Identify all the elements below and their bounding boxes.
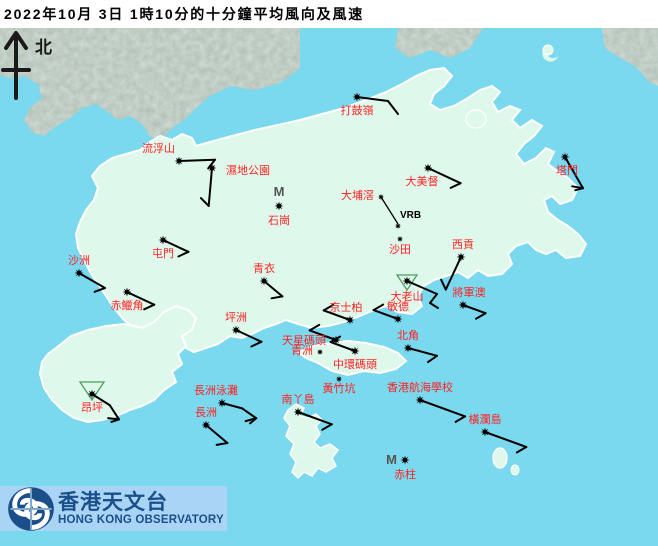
svg-text:屯門: 屯門 — [152, 247, 174, 260]
svg-text:中環碼頭: 中環碼頭 — [333, 358, 377, 371]
svg-text:大埔滘: 大埔滘 — [341, 188, 374, 202]
svg-text:VRB: VRB — [400, 210, 421, 221]
svg-text:塔門: 塔門 — [556, 164, 578, 177]
svg-text:將軍澳: 將軍澳 — [453, 285, 486, 299]
svg-text:北角: 北角 — [397, 329, 419, 342]
svg-text:流浮山: 流浮山 — [142, 141, 175, 155]
svg-text:石崗: 石崗 — [268, 214, 290, 227]
svg-text:南丫島: 南丫島 — [282, 392, 315, 406]
svg-text:北: 北 — [35, 38, 52, 57]
svg-text:赤柱: 赤柱 — [394, 467, 416, 481]
svg-text:打鼓嶺: 打鼓嶺 — [341, 103, 374, 117]
svg-text:橫瀾島: 橫瀾島 — [469, 412, 502, 426]
svg-text:昂坪: 昂坪 — [81, 401, 103, 414]
svg-text:沙洲: 沙洲 — [68, 254, 90, 267]
svg-text:沙田: 沙田 — [389, 243, 411, 256]
svg-text:長洲: 長洲 — [195, 406, 217, 419]
svg-text:坪洲: 坪洲 — [225, 311, 247, 324]
svg-text:黃竹坑: 黃竹坑 — [323, 381, 356, 395]
svg-text:大老山: 大老山 — [391, 289, 424, 303]
svg-text:赤鱲角: 赤鱲角 — [111, 299, 144, 312]
svg-text:M: M — [386, 452, 397, 467]
svg-text:香港航海學校: 香港航海學校 — [387, 380, 453, 394]
svg-text:大美督: 大美督 — [406, 174, 439, 188]
svg-text:京士柏: 京士柏 — [330, 300, 363, 314]
svg-text:西貢: 西貢 — [452, 238, 474, 251]
svg-text:長洲泳灘: 長洲泳灘 — [194, 383, 238, 397]
svg-text:濕地公園: 濕地公園 — [226, 164, 270, 177]
svg-text:M: M — [274, 184, 285, 199]
svg-text:青洲: 青洲 — [291, 344, 313, 357]
svg-text:青衣: 青衣 — [253, 261, 275, 275]
